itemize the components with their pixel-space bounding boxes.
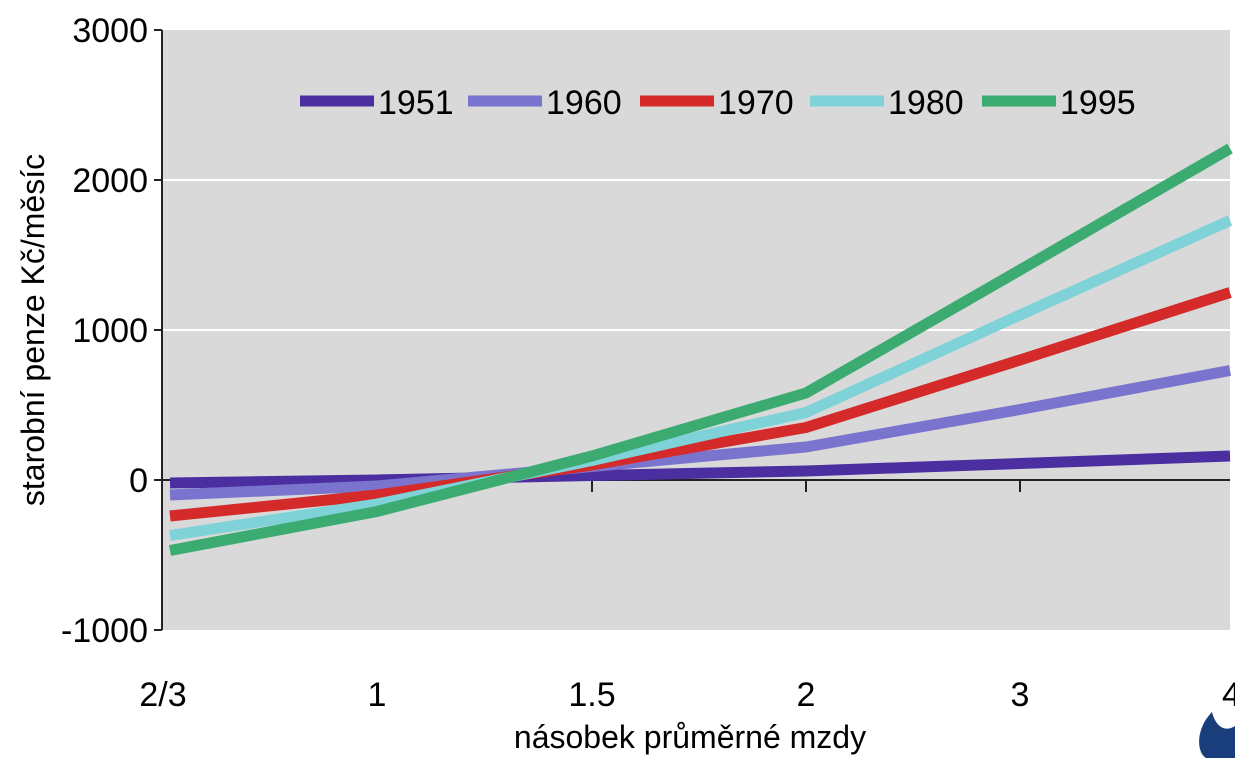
y-tick-label: -1000 <box>61 612 148 650</box>
x-tick-label: 2 <box>797 676 816 714</box>
x-tick-label: 2/3 <box>139 676 186 714</box>
x-tick-label: 3 <box>1011 676 1030 714</box>
y-axis-title: starobní penze Kč/měsíc <box>15 154 51 506</box>
series-line-1960 <box>169 365 1232 501</box>
x-tick-labels: 2/3 1 1.5 2 3 4 <box>139 676 1235 714</box>
legend: 1951 1960 1970 1980 1995 <box>300 84 1136 122</box>
y-tick-labels: 3000 2000 1000 0 -1000 <box>61 12 148 650</box>
x-tick-label: 1 <box>368 676 387 714</box>
y-tick-label: 1000 <box>72 312 148 350</box>
legend-label-1951: 1951 <box>378 84 454 122</box>
logo-icon <box>1199 712 1235 758</box>
x-axis-title: násobek průměrné mzdy <box>514 719 866 755</box>
x-tick-label: 1.5 <box>568 676 615 714</box>
gridlines <box>162 179 1230 331</box>
legend-label-1995: 1995 <box>1060 84 1136 122</box>
legend-label-1960: 1960 <box>546 84 622 122</box>
series-line-1951 <box>169 450 1231 489</box>
y-tick-label: 3000 <box>72 12 148 50</box>
series-line-1970 <box>169 287 1232 522</box>
legend-label-1970: 1970 <box>718 84 794 122</box>
series-line-1995 <box>168 143 1233 556</box>
y-tick-label: 2000 <box>72 162 148 200</box>
series-line-1980 <box>169 215 1233 541</box>
series-lines <box>168 143 1233 556</box>
x-tick-label: 4 <box>1222 676 1235 714</box>
y-tick-label: 0 <box>129 462 148 500</box>
legend-label-1980: 1980 <box>888 84 964 122</box>
